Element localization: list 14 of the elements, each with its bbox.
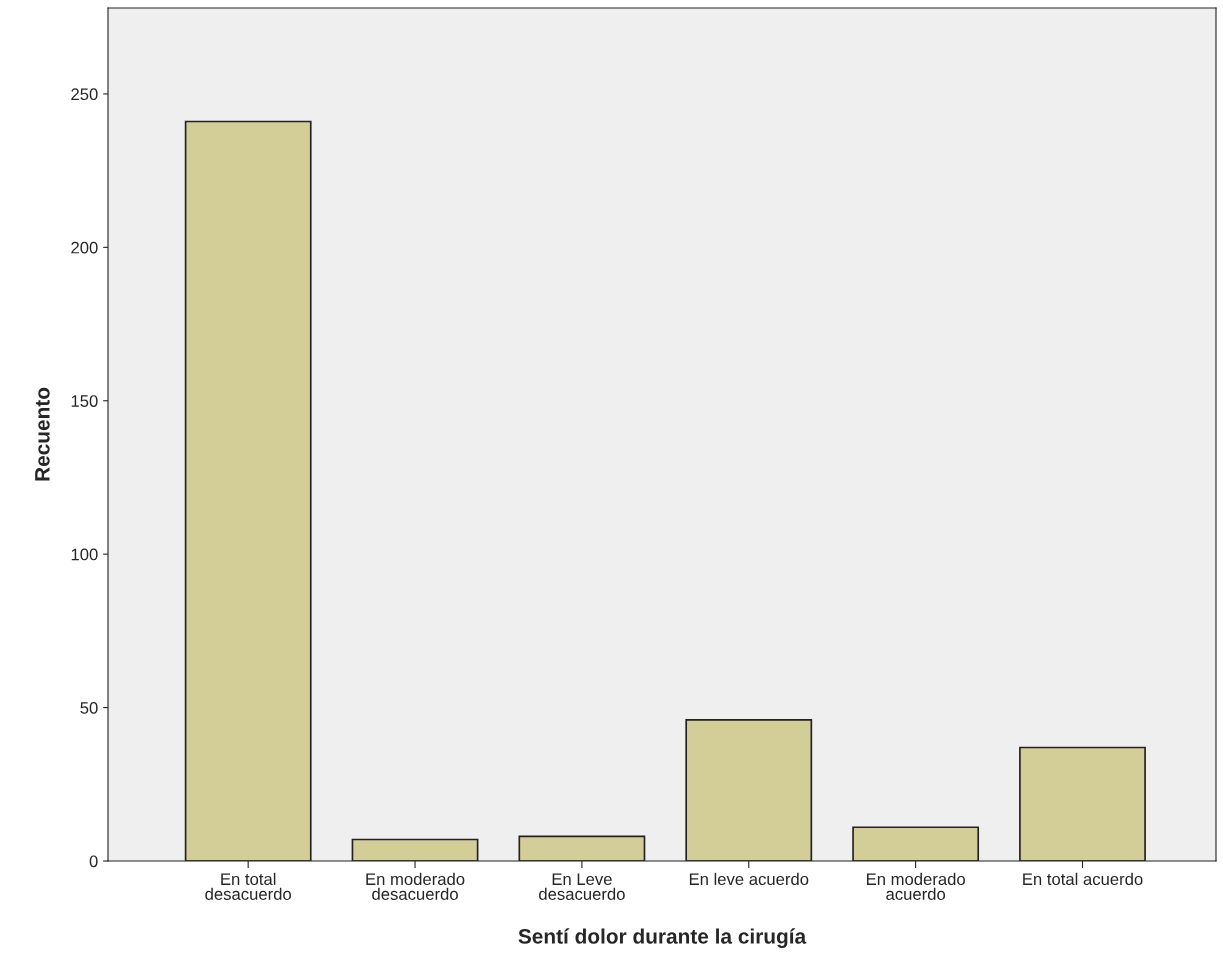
y-tick-label: 100 bbox=[71, 548, 98, 561]
y-tick-label: 250 bbox=[71, 88, 98, 101]
y-tick-label: 0 bbox=[89, 855, 98, 868]
x-tick-label: En moderado desacuerdo bbox=[366, 872, 465, 900]
x-tick-label: En moderado acuerdo bbox=[866, 872, 965, 900]
y-tick-label: 200 bbox=[71, 241, 98, 254]
x-tick-label: En total desacuerdo bbox=[205, 872, 292, 900]
y-tick-label: 50 bbox=[80, 701, 98, 714]
y-axis-title: Recuento bbox=[35, 387, 50, 481]
y-tick-label: 150 bbox=[71, 395, 98, 407]
x-tick-label: En Leve desacuerdo bbox=[539, 873, 625, 900]
x-axis-title: Sentí dolor durante la cirugía bbox=[518, 928, 807, 948]
x-tick-label: En total acuerdo bbox=[1023, 872, 1143, 886]
x-tick-label: En leve acuerdo bbox=[689, 872, 809, 886]
